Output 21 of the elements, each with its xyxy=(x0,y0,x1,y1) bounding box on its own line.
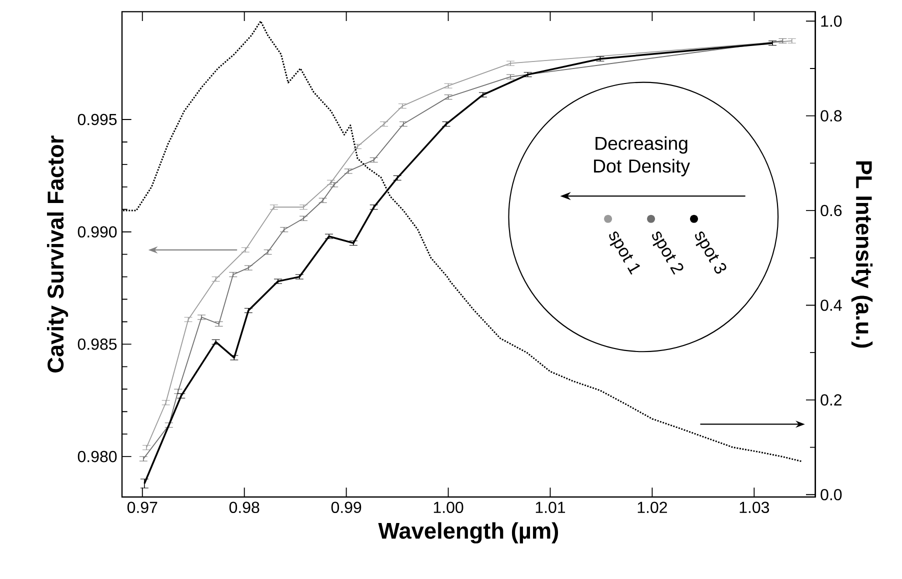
y2-axis-title: PL Intensity (a.u.) xyxy=(851,161,873,348)
x-tick-label: 0.98 xyxy=(229,502,260,514)
x-tick-label: 1.01 xyxy=(536,502,566,514)
x-tick-label: 1.00 xyxy=(434,502,464,514)
y-tick-label: 0.980 xyxy=(78,450,117,462)
y2-tick-label: 0.6 xyxy=(820,204,842,216)
y2-tick-label: 0.2 xyxy=(820,394,842,406)
y2-tick-label: 1.0 xyxy=(821,15,842,27)
annotation: Decreasing Dot Density xyxy=(594,136,690,176)
y2-tick-label: 0.0 xyxy=(820,488,842,500)
y2-tick-label: 0.4 xyxy=(820,300,842,311)
x-tick-label: 0.97 xyxy=(127,502,158,514)
x-tick-label: 0.99 xyxy=(331,502,362,514)
y-tick-label: 0.990 xyxy=(78,226,117,238)
y-axis-title: Cavity Survival Factor xyxy=(46,136,68,372)
y-tick-label: 0.985 xyxy=(78,338,117,350)
y2-tick-label: 0.8 xyxy=(820,110,842,122)
x-axis-title: Wavelength (µm) xyxy=(378,522,558,544)
x-tick-label: 1.03 xyxy=(740,502,770,514)
x-tick-label: 1.02 xyxy=(638,502,667,514)
y-tick-label: 0.995 xyxy=(78,114,117,126)
